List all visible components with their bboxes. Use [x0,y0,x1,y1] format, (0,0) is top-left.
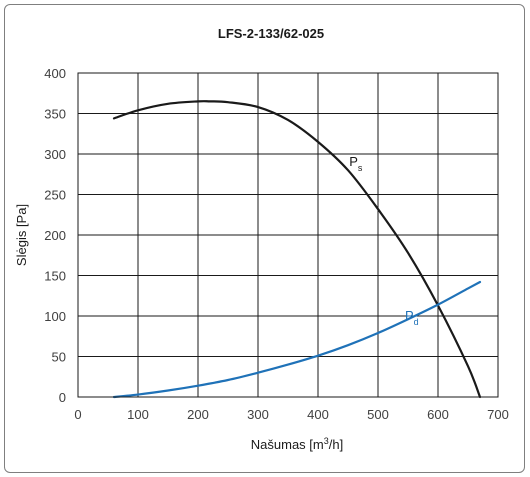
x-tick-label: 500 [367,407,389,422]
curve-label-Ps: Ps [349,154,363,173]
x-tick-label: 700 [487,407,509,422]
y-tick-label: 100 [44,309,66,324]
x-tick-labels: 0 100 200 300 400 500 600 700 [74,407,508,422]
x-axis-label: Našumas [m3/h] [251,436,343,452]
x-axis-label-main: Našumas [m [251,437,324,452]
curve-labels: Ps Pd [349,154,418,327]
x-axis-label-end: /h] [329,437,343,452]
grid [77,72,499,398]
series-line-Pd [112,280,482,399]
y-tick-label: 0 [59,390,66,405]
y-tick-label: 150 [44,269,66,284]
x-tick-label: 200 [187,407,209,422]
curve-label-Pd: Pd [405,308,419,327]
y-axis-label: Slėgis [Pa] [14,204,29,266]
y-tick-label: 200 [44,228,66,243]
y-tick-label: 400 [44,66,66,81]
y-tick-label: 350 [44,107,66,122]
x-tick-label: 400 [307,407,329,422]
series-group [112,100,482,399]
chart-title: LFS-2-133/62-025 [218,26,324,41]
y-tick-label: 50 [52,350,66,365]
x-tick-label: 100 [127,407,149,422]
series-line-Ps [112,100,482,399]
x-axis-label-sup: 3 [324,436,329,446]
y-tick-label: 250 [44,188,66,203]
x-tick-label: 300 [247,407,269,422]
y-tick-label: 300 [44,147,66,162]
x-tick-label: 0 [74,407,81,422]
plot-border [77,72,499,398]
y-tick-labels: 0 50 100 150 200 250 300 350 400 [44,66,66,405]
x-tick-label: 600 [427,407,449,422]
